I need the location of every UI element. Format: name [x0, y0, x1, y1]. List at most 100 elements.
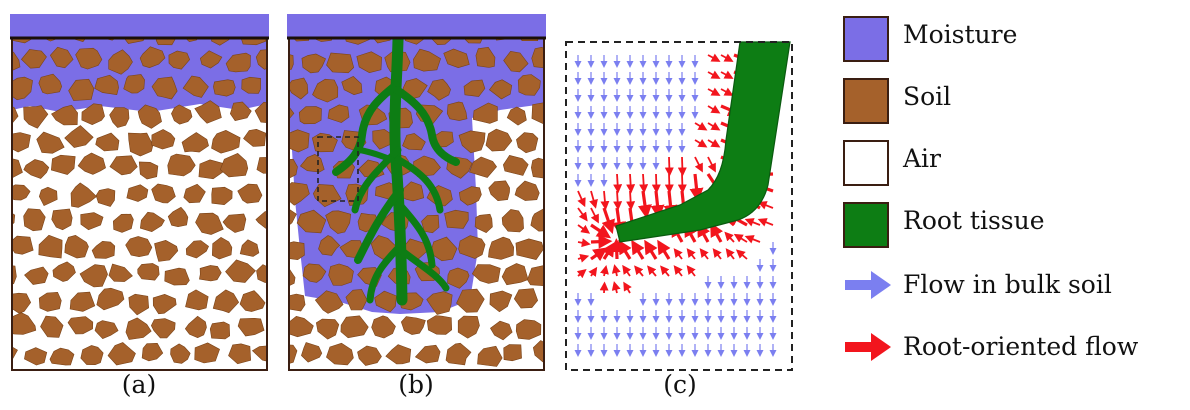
b-soil-particle [463, 79, 486, 97]
b-soil-particle [328, 263, 354, 286]
root-oriented-flow-arrow [725, 248, 735, 260]
root-oriented-flow-arrow [576, 269, 587, 279]
b-soil-particle [296, 209, 327, 234]
a-soil-particle [251, 345, 267, 362]
root-oriented-flow-arrow [707, 105, 721, 114]
a-soil-particle [152, 293, 177, 315]
b-soil-particle [501, 209, 524, 233]
b-soil-particle [444, 209, 469, 229]
a-soil-particle [51, 208, 73, 231]
a-soil-particle [256, 157, 267, 174]
a-soil-particle [222, 213, 247, 233]
a-soil-particle [108, 263, 133, 282]
b-soil-particle [385, 344, 412, 365]
b-soil-particle [458, 186, 482, 206]
a-soil-particle [95, 132, 120, 152]
root-oriented-flow-arrow [601, 242, 615, 260]
b-soil-particle [430, 236, 458, 262]
a-soil-particle [256, 264, 267, 284]
soil-particles-b [289, 38, 544, 367]
a-soil-particle [185, 240, 209, 259]
a-soil-particle [0, 24, 3, 42]
a-soil-particle [237, 317, 265, 337]
b-soil-particle [456, 288, 485, 313]
b-soil-particle [514, 180, 540, 201]
zoom-region-box [317, 136, 359, 202]
a-soil-particle [91, 240, 116, 259]
a-soil-particle [237, 183, 263, 204]
b-soil-particle [447, 267, 470, 289]
b-soil-particle [427, 78, 451, 101]
legend-label-air: Air [903, 144, 942, 173]
legend-label-soil: Soil [903, 82, 952, 111]
root-oriented-flow-arrow [660, 265, 670, 277]
root-oriented-flow-arrow [613, 190, 623, 211]
root-oriented-flow-arrow [686, 248, 696, 260]
a-soil-particle [77, 152, 106, 175]
a-soil-particle [241, 76, 261, 94]
a-soil-particle [209, 321, 231, 340]
b-soil-particle [326, 52, 355, 74]
a-soil-particle [108, 49, 133, 75]
a-soil-particle [95, 188, 116, 207]
root-oriented-flow-arrow [611, 264, 621, 277]
b-soil-particle [371, 315, 396, 339]
a-soil-particle [255, 49, 267, 70]
root-oriented-flow-arrow [644, 239, 658, 260]
a-soil-particle [228, 343, 252, 365]
a-soil-particle [151, 129, 176, 150]
a-soil-particle [109, 107, 130, 128]
root-oriented-flow-arrow [757, 218, 774, 227]
b-soil-particle [289, 182, 310, 206]
b-soil-particle [345, 38, 373, 45]
root-oriented-flow-arrow [631, 239, 645, 260]
panel-label-b: (b) [398, 370, 434, 399]
root-oriented-flow-arrow [639, 173, 649, 194]
b-soil-particle [502, 155, 529, 176]
a-soil-particle [141, 342, 164, 362]
a-soil-particle [239, 290, 266, 312]
b-soil-particle [488, 236, 515, 260]
root-oriented-flow-arrow [707, 70, 721, 79]
b-soil-particle [289, 293, 306, 312]
b-soil-particle [501, 263, 529, 286]
b-soil-particle [301, 342, 323, 363]
b-soil-particle [298, 106, 322, 125]
root-oriented-flow-arrow [744, 218, 761, 227]
b-soil-particle [445, 342, 472, 366]
a-soil-particle [199, 50, 223, 69]
b-soil-particle [327, 104, 350, 123]
root-oriented-flow-arrow [664, 156, 674, 177]
a-soil-particle [12, 265, 17, 285]
a-soil-particle [12, 235, 34, 255]
b-soil-particle [357, 345, 382, 366]
root-oriented-flow-arrow [757, 201, 774, 210]
b-soil-particle [490, 320, 513, 341]
a-soil-particle [239, 239, 260, 257]
a-soil-particle [211, 186, 233, 206]
b-soil-particle [289, 315, 314, 338]
root-oriented-flow-arrow [622, 264, 632, 277]
a-soil-particle [126, 184, 149, 202]
a-soil-particle [229, 101, 252, 122]
root-oriented-flow-arrow [611, 281, 621, 294]
a-soil-particle [112, 213, 134, 233]
a-soil-particle [49, 46, 74, 69]
root-tissue-c [615, 41, 791, 243]
a-soil-particle [80, 212, 104, 231]
a-soil-particle [225, 52, 251, 73]
root-oriented-flow-arrow [710, 222, 724, 243]
b-soil-particle [488, 180, 510, 202]
panel-label-a: (a) [121, 370, 157, 399]
a-soil-particle [139, 46, 166, 69]
b-soil-particle [426, 291, 453, 315]
a-soil-particle [23, 208, 46, 232]
b-soil-particle [326, 342, 354, 366]
b-soil-particle [301, 53, 326, 74]
a-soil-particle [69, 291, 96, 312]
a-soil-particle [150, 318, 176, 339]
root-oriented-flow-arrow [590, 207, 599, 224]
a-soil-particle [50, 154, 76, 175]
red-arrow-icon [845, 333, 891, 361]
a-soil-particle [12, 132, 31, 153]
